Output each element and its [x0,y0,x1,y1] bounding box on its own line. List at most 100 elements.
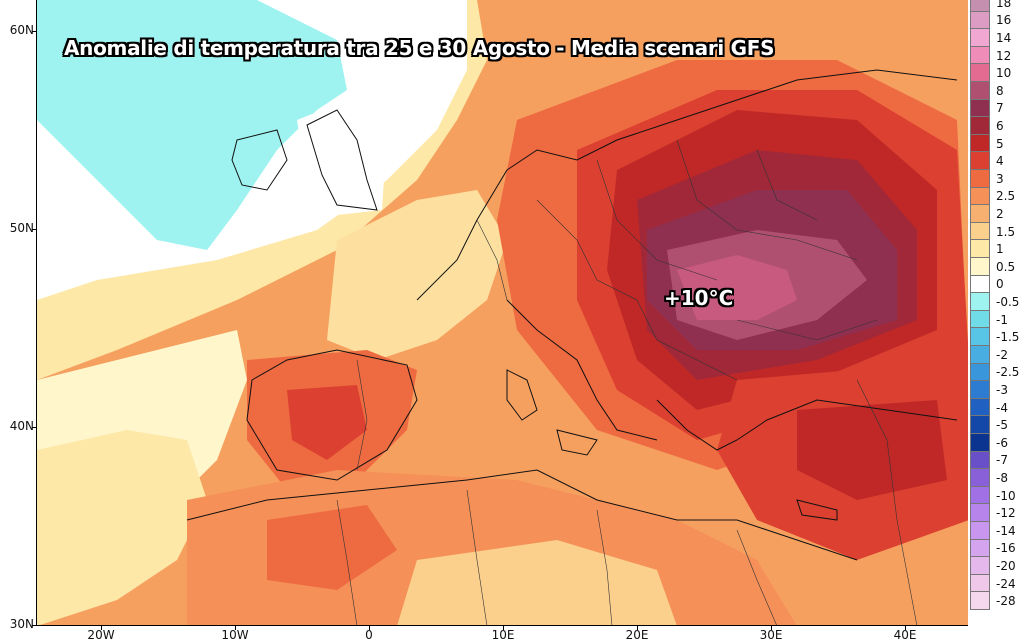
lon-label-40e: 40E [893,628,917,642]
lon-label-0: 0 [365,628,373,642]
legend-swatch [970,451,990,470]
legend-swatch [970,363,990,382]
legend-swatch [970,134,990,153]
anomaly-zone-iberia-core [287,385,367,460]
borders [336,139,918,625]
legend-label: -12 [996,506,1016,521]
legend-swatch [970,82,990,100]
legend-label: 16 [996,13,1012,28]
legend-swatch [970,117,990,135]
legend-swatch [970,205,990,223]
lat-label-30n: 30N [9,617,34,631]
legend-swatch [970,170,990,188]
legend-label: 2.5 [996,189,1016,204]
lat-label-40n: 40N [9,419,34,433]
legend-label: -2.5 [996,365,1020,380]
legend-swatch [970,346,990,364]
legend-label: -20 [996,559,1016,573]
legend-swatch [970,29,990,47]
legend-label: -7 [996,453,1008,468]
lon-tick-0 [369,626,370,630]
lat-label-50n: 50N [9,221,34,235]
legend-swatch [970,258,990,276]
color-legend [970,0,990,616]
lon-label-20w: 20W [87,628,115,642]
legend-label: 6 [996,119,1004,133]
legend-label: 5 [996,136,1004,151]
legend-label: 10 [996,66,1012,81]
legend-label: -8 [996,471,1008,485]
legend-swatch [970,275,990,294]
legend-label: -14 [996,523,1016,538]
legend-label: 1.5 [996,224,1016,239]
legend-label: -28 [996,594,1016,609]
legend-label: 4 [996,154,1004,169]
lon-label-20e: 20E [625,628,649,642]
map-frame[interactable] [36,0,968,626]
legend-label: -1.5 [996,330,1020,345]
legend-swatch [970,434,990,452]
legend-label: 7 [996,101,1004,116]
legend-swatch [970,11,990,30]
legend-swatch [970,99,990,118]
anomaly-zone-sahara-hot [267,505,397,590]
legend-label: 0.5 [996,259,1016,274]
lon-label-30e: 30E [759,628,783,642]
lat-tick-60n [32,31,36,32]
legend-swatch [970,187,990,206]
anomaly-zone-white-uk [297,100,387,215]
lat-label-60n: 60N [9,23,34,37]
legend-swatch [970,64,990,82]
legend-label: -1 [996,312,1008,327]
legend-label: 0 [996,277,1004,292]
legend-label: -2 [996,347,1008,362]
anomaly-zone-sahara-pale [397,540,677,625]
map-title: Anomalie di temperatura tra 25 e 30 Agos… [64,36,775,60]
legend-swatch [970,398,990,417]
legend-label: -6 [996,435,1008,450]
legend-swatch [970,310,990,329]
legend-label: 3 [996,171,1004,186]
anomaly-zone-turkey-core [797,400,947,500]
lon-tick-40e [905,626,906,630]
legend-label: 18 [996,0,1012,10]
legend-swatch [970,152,990,170]
anomaly-zone-pale-france [327,190,507,360]
lon-tick-10w [235,626,236,630]
anomaly-zone-light-west [37,430,207,625]
legend-label: -5 [996,418,1008,433]
legend-label: -24 [996,576,1016,591]
legend-swatch [970,574,990,593]
legend-swatch [970,539,990,558]
legend-swatch [970,592,990,610]
lon-label-10e: 10E [491,628,515,642]
legend-swatch [970,293,990,311]
legend-swatch [970,504,990,522]
lon-tick-30e [771,626,772,630]
lon-tick-10e [503,626,504,630]
legend-label: -4 [996,400,1008,415]
legend-label: 12 [996,48,1012,63]
legend-swatch [970,0,990,12]
legend-swatch [970,469,990,487]
legend-swatch [970,416,990,434]
anomaly-map[interactable] [37,0,968,626]
legend-swatch [970,240,990,258]
legend-label: 2 [996,207,1004,221]
legend-label: -3 [996,383,1008,397]
coastlines [186,69,958,561]
lat-tick-30n [32,625,36,626]
anomaly-zone-cold-atlantic [37,0,347,250]
legend-label: 8 [996,83,1004,98]
lon-tick-20e [637,626,638,630]
legend-label: 14 [996,31,1012,45]
anomaly-zone-central-10 [677,255,797,320]
lon-tick-20w [101,626,102,630]
legend-label: -0.5 [996,295,1020,309]
lat-tick-50n [32,229,36,230]
peak-anomaly-label: +10°C [664,286,734,310]
legend-label: 1 [996,242,1004,257]
legend-swatch [970,328,990,346]
legend-swatch [970,46,990,65]
lat-tick-40n [32,427,36,428]
